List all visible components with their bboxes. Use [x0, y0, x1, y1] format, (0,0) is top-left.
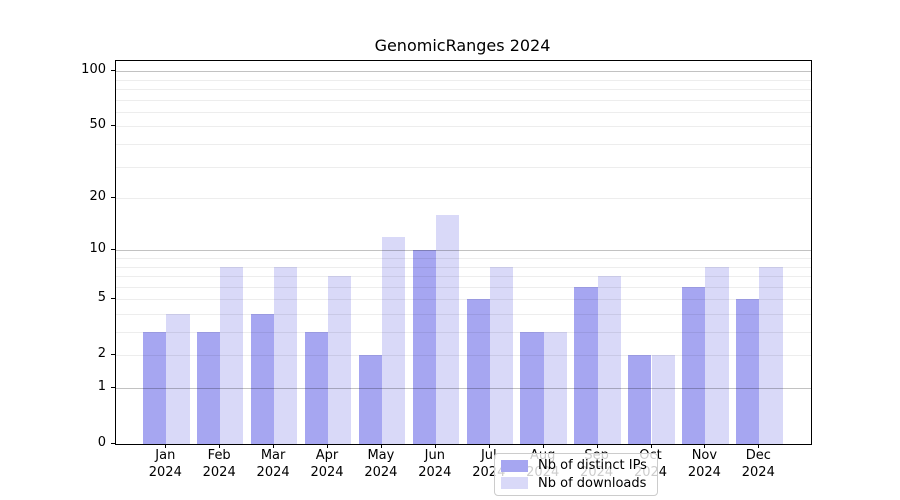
bar-distinct-ips — [466, 299, 490, 444]
legend-swatch-distinct-ips — [501, 459, 528, 472]
bar-distinct-ips — [682, 286, 706, 444]
x-tick-label: Mar 2024 — [256, 448, 290, 480]
x-tick-mark — [273, 444, 275, 448]
x-tick-label: May 2024 — [364, 448, 398, 480]
bar-distinct-ips — [520, 332, 544, 444]
x-tick-mark — [380, 444, 382, 448]
y-tick-mark — [111, 249, 115, 251]
y-tick-mark — [111, 387, 115, 388]
y-tick-mark — [111, 70, 115, 72]
x-tick-label: Dec 2024 — [741, 448, 775, 480]
bars-layer — [116, 61, 811, 444]
x-tick-mark — [596, 444, 598, 448]
y-tick-label: 5 — [97, 290, 106, 306]
x-tick-label: Feb 2024 — [202, 448, 236, 480]
y-tick-mark — [111, 298, 115, 300]
legend: Nb of distinct IPs Nb of downloads — [494, 453, 658, 496]
bar-distinct-ips — [574, 286, 598, 444]
x-tick-label: Jan 2024 — [148, 448, 182, 480]
y-tick-label: 10 — [89, 241, 106, 257]
bar-distinct-ips — [628, 355, 652, 444]
bar-distinct-ips — [304, 332, 328, 444]
legend-item-downloads: Nb of downloads — [501, 475, 651, 492]
x-tick-mark — [219, 444, 221, 448]
x-tick-label: Nov 2024 — [687, 448, 721, 480]
x-tick-mark — [488, 444, 490, 448]
bar-downloads — [274, 266, 298, 444]
bar-downloads — [705, 266, 729, 444]
x-tick-mark — [434, 444, 436, 448]
y-tick-mark — [111, 443, 115, 444]
bar-downloads — [220, 266, 244, 444]
bar-distinct-ips — [196, 332, 221, 444]
bar-downloads — [759, 266, 783, 444]
x-tick-mark — [758, 444, 760, 448]
x-tick-mark — [165, 444, 167, 448]
bar-downloads — [328, 276, 352, 444]
bar-downloads — [651, 355, 675, 444]
y-tick-mark — [111, 354, 115, 356]
x-tick-mark — [704, 444, 706, 448]
bar-downloads — [543, 332, 567, 444]
y-tick-mark — [111, 197, 115, 199]
y-tick-label: 0 — [97, 435, 106, 450]
bar-distinct-ips — [412, 250, 436, 444]
y-tick-label: 100 — [81, 62, 106, 78]
y-tick-label: 1 — [97, 379, 106, 394]
bar-downloads — [597, 276, 621, 444]
bar-distinct-ips — [143, 332, 167, 444]
bar-distinct-ips — [250, 314, 275, 444]
legend-item-distinct-ips: Nb of distinct IPs — [501, 457, 651, 474]
y-tick-label: 2 — [97, 346, 106, 362]
bar-downloads — [489, 266, 514, 444]
bar-downloads — [435, 215, 460, 444]
legend-label-downloads: Nb of downloads — [538, 475, 647, 491]
bar-distinct-ips — [736, 299, 760, 444]
x-tick-mark — [542, 444, 544, 448]
bar-downloads — [166, 314, 190, 444]
x-tick-label: Apr 2024 — [310, 448, 344, 480]
x-tick-label: Jun 2024 — [418, 448, 452, 480]
legend-swatch-downloads — [501, 477, 528, 490]
y-tick-label: 50 — [89, 117, 106, 133]
legend-label-distinct-ips: Nb of distinct IPs — [538, 458, 647, 474]
bar-distinct-ips — [358, 355, 382, 444]
y-tick-label: 20 — [89, 189, 106, 205]
plot-area: Nb of distinct IPs Nb of downloads — [115, 60, 812, 496]
x-tick-mark — [650, 444, 652, 448]
y-tick-mark — [111, 125, 115, 127]
x-tick-mark — [327, 444, 328, 448]
bar-downloads — [381, 236, 406, 444]
chart-title: GenomicRanges 2024 — [374, 36, 551, 55]
